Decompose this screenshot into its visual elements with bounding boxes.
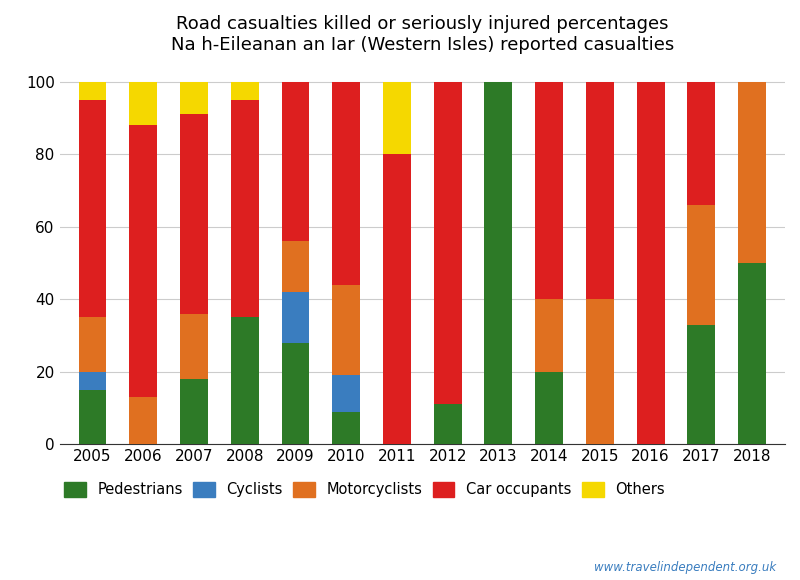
Bar (180, 114, 208, 314)
Bar (687, 325, 715, 444)
Bar (180, 379, 208, 444)
Bar (282, 343, 310, 444)
Bar (332, 412, 360, 444)
Bar (180, 314, 208, 379)
Bar (282, 292, 310, 343)
Bar (130, 82, 158, 125)
Bar (130, 125, 158, 397)
Bar (434, 404, 462, 444)
Bar (230, 317, 258, 444)
Bar (383, 82, 411, 154)
Bar (637, 82, 665, 444)
Text: www.travelindependent.org.uk: www.travelindependent.org.uk (594, 561, 776, 574)
Bar (332, 82, 360, 285)
Bar (535, 299, 563, 372)
Bar (332, 375, 360, 412)
Bar (687, 205, 715, 325)
Bar (332, 285, 360, 375)
Legend: Pedestrians, Cyclists, Motorcyclists, Car occupants, Others: Pedestrians, Cyclists, Motorcyclists, Ca… (59, 477, 670, 502)
Bar (738, 82, 766, 263)
Bar (586, 299, 614, 444)
Bar (230, 82, 258, 100)
Bar (535, 82, 563, 299)
Bar (78, 100, 106, 317)
Title: Road casualties killed or seriously injured percentages
Na h-Eileanan an Iar (We: Road casualties killed or seriously inju… (170, 15, 674, 54)
Bar (78, 390, 106, 444)
Bar (282, 241, 310, 292)
Bar (535, 372, 563, 444)
Bar (78, 372, 106, 390)
Bar (282, 82, 310, 241)
Bar (230, 100, 258, 317)
Bar (180, 82, 208, 114)
Bar (485, 82, 512, 444)
Bar (434, 82, 462, 404)
Bar (383, 154, 411, 444)
Bar (78, 317, 106, 372)
Bar (687, 82, 715, 205)
Bar (586, 82, 614, 299)
Bar (738, 263, 766, 444)
Bar (78, 82, 106, 100)
Bar (130, 397, 158, 444)
